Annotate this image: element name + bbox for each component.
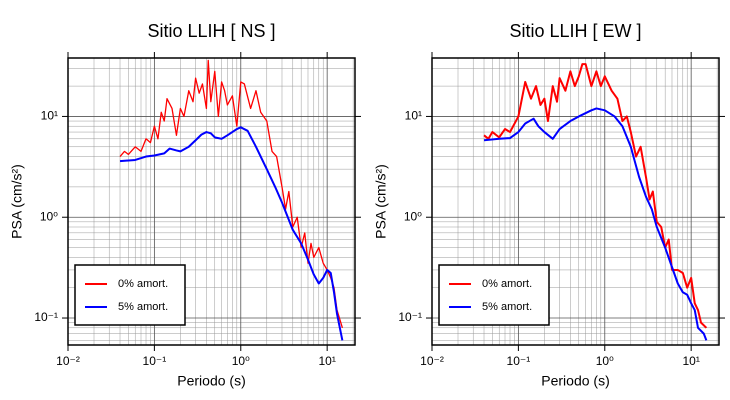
y-axis-label: PSA (cm/s²) <box>373 164 389 239</box>
x-tick-label: 10⁰ <box>232 354 250 368</box>
x-tick-label: 10⁰ <box>596 354 614 368</box>
x-tick-label: 10⁻² <box>420 354 444 368</box>
y-tick-label: 10¹ <box>405 109 422 123</box>
x-axis-label: Periodo (s) <box>177 373 245 389</box>
legend-label: 5% amort. <box>118 301 168 313</box>
legend-label: 0% amort. <box>118 278 168 290</box>
x-tick-label: 10⁻¹ <box>507 354 531 368</box>
y-tick-label: 10⁻¹ <box>34 310 58 324</box>
plot-frame <box>431 57 720 346</box>
chart-title: Sitio LLIH [ EW ] <box>509 21 641 41</box>
y-tick-label: 10¹ <box>41 109 58 123</box>
legend-label: 0% amort. <box>482 278 532 290</box>
x-tick-label: 10⁻¹ <box>143 354 167 368</box>
y-tick-label: 10⁻¹ <box>398 310 422 324</box>
x-tick-label: 10⁻² <box>56 354 80 368</box>
x-tick-label: 10¹ <box>318 354 335 368</box>
legend-box <box>438 264 550 326</box>
plot-frame <box>67 57 356 346</box>
legend-box <box>74 264 186 326</box>
chart-title: Sitio LLIH [ NS ] <box>147 21 275 41</box>
y-tick-label: 10⁰ <box>40 209 58 223</box>
legend-label: 5% amort. <box>482 301 532 313</box>
x-tick-label: 10¹ <box>682 354 699 368</box>
y-tick-label: 10⁰ <box>404 209 422 223</box>
x-axis-label: Periodo (s) <box>541 373 609 389</box>
y-axis-label: PSA (cm/s²) <box>9 164 25 239</box>
data-line <box>119 126 344 341</box>
data-line <box>483 107 708 341</box>
